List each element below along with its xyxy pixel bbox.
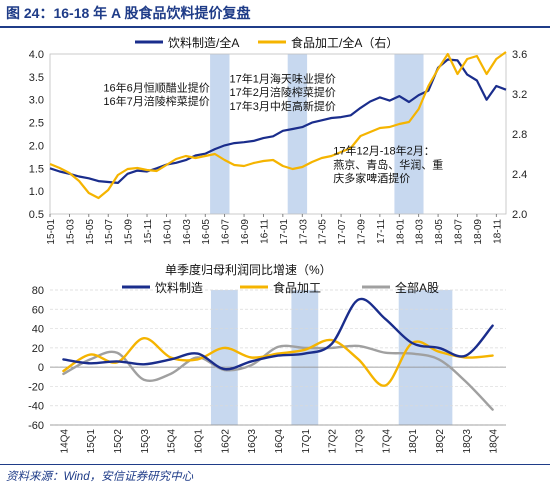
y-left-tick-label: 3.0 (29, 95, 44, 107)
price-ratio-chart: 0.5 1.0 1.5 2.0 2.5 3.0 3.5 4.0 2.0 2.4 2.8 3.2 3.6 1… (29, 35, 528, 245)
x-tick-label: 18-03 (415, 219, 426, 245)
x-tick-label: 18Q2 (435, 429, 446, 454)
y-left-tick-label: 0.5 (29, 209, 44, 221)
x-tick-label: 18Q1 (408, 429, 419, 454)
x-tick-label: 17-01 (279, 219, 290, 245)
y-tick-label: 0 (38, 362, 44, 374)
y-right-tick-label: 2.0 (512, 209, 527, 221)
figure-title: 图 24：16-18 年 A 股食品饮料提价复盘 (6, 5, 251, 21)
x-tick-label: 16Q1 (194, 429, 205, 454)
annotation-text: 庆多家啤酒提价 (333, 171, 410, 185)
x-tick-label: 16-05 (201, 219, 212, 245)
x-tick-label: 15Q4 (167, 429, 178, 454)
x-tick-label: 17-09 (356, 219, 367, 245)
x-tick-label: 15Q2 (113, 429, 124, 454)
annotation-text: 17年2月涪陵榨菜提价 (229, 85, 335, 99)
title-rule (0, 26, 550, 28)
y-tick-label: -40 (28, 401, 44, 413)
shaded-span-0 (210, 54, 230, 214)
y-tick-label: 40 (32, 324, 44, 336)
annotation-text: 燕京、青岛、华润、重 (333, 157, 443, 171)
x-tick-label: 17-05 (318, 219, 329, 245)
legend-label: 饮料制造 (155, 281, 203, 295)
x-tick-label: 16-11 (259, 219, 270, 244)
y-tick-label: -20 (28, 381, 44, 393)
x-tick-label: 18-05 (434, 219, 445, 245)
y-right-tick-label: 3.6 (512, 49, 527, 61)
shaded-span-1 (287, 54, 308, 214)
x-tick-label: 16-03 (182, 219, 193, 245)
x-tick-label: 16Q2 (220, 429, 231, 454)
title-bar: 图 24：16-18 年 A 股食品饮料提价复盘 (0, 0, 550, 24)
y-left-tick-label: 2.5 (29, 118, 44, 130)
y-tick-label: 60 (32, 304, 44, 316)
annotation-text: 17年3月中炬高新提价 (229, 99, 335, 113)
x-tick-label: 15-03 (65, 219, 76, 245)
x-tick-label: 15-07 (104, 219, 115, 245)
x-tick-label: 16-09 (240, 219, 251, 245)
y-right-tick-label: 3.2 (512, 89, 527, 101)
series-line-0 (49, 58, 507, 184)
x-tick-label: 15-11 (143, 219, 154, 244)
x-tick-label: 17Q3 (354, 429, 365, 454)
x-tick-label: 15Q3 (140, 429, 151, 454)
x-tick-label: 14Q4 (59, 429, 70, 454)
annotation-text: 17年1月海天味业提价 (229, 71, 335, 85)
series-line-0 (62, 297, 494, 371)
y-tick-label: -60 (28, 420, 44, 432)
y-tick-label: 20 (32, 343, 44, 355)
x-tick-label: 17Q1 (301, 429, 312, 454)
legend-label: 饮料制造/全A (168, 35, 239, 50)
x-tick-label: 17-07 (337, 219, 348, 245)
x-tick-label: 18Q4 (489, 429, 500, 454)
legend-label: 食品加工/全A（右） (291, 35, 398, 50)
y-right-tick-label: 2.8 (512, 129, 527, 141)
annotation-text: 17年12月-18年2月： (333, 144, 435, 158)
profit-growth-chart: -60 -40 -20 0 20 40 60 80 14Q4 15Q1 15Q2 15Q3 15Q4 16… (28, 262, 506, 454)
x-tick-label: 17Q4 (381, 429, 392, 454)
series-line-1 (62, 337, 494, 387)
annotation-text: 16年7月涪陵榨菜提价 (103, 94, 209, 108)
y-left-tick-label: 3.5 (29, 72, 44, 84)
legend-label: 食品加工 (273, 280, 321, 295)
shaded-span-2 (394, 54, 424, 214)
x-tick-label: 15-05 (85, 219, 96, 245)
y-left-tick-label: 1.0 (29, 186, 44, 198)
y-left-tick-label: 2.0 (29, 140, 44, 152)
shaded-span-1 (291, 290, 319, 425)
x-tick-label: 16Q4 (274, 429, 285, 454)
shaded-span-0 (210, 290, 238, 425)
x-tick-label: 18-07 (453, 219, 464, 245)
x-tick-label: 15Q1 (86, 429, 97, 454)
shaded-span-2 (398, 290, 453, 425)
chart-title: 单季度归母利润同比增速（%） (165, 262, 332, 277)
plot-frame (49, 53, 507, 215)
x-tick-label: 17Q2 (328, 429, 339, 454)
source-rule (0, 464, 550, 465)
y-left-tick-label: 1.5 (29, 163, 44, 175)
x-tick-label: 16Q3 (247, 429, 258, 454)
annotation-text: 16年6月恒顺醋业提价 (103, 80, 209, 94)
series-line-1 (49, 51, 507, 200)
y-tick-label: 80 (32, 285, 44, 297)
x-tick-label: 15-01 (46, 219, 57, 245)
series-line-2 (62, 344, 494, 411)
x-tick-label: 18-01 (395, 219, 406, 245)
y-right-tick-label: 2.4 (512, 169, 527, 181)
x-tick-label: 15-09 (124, 219, 135, 245)
x-tick-label: 17-03 (298, 219, 309, 245)
legend-label: 全部A股 (395, 280, 439, 295)
source-note: 资料来源：Wind，安信证券研究中心 (6, 471, 194, 483)
x-tick-label: 17-11 (376, 219, 387, 244)
y-left-tick-label: 4.0 (29, 49, 44, 61)
x-tick-label: 16-07 (221, 219, 232, 245)
x-tick-label: 16-01 (162, 219, 173, 245)
x-tick-label: 18-11 (492, 219, 503, 244)
x-tick-label: 18Q3 (462, 429, 473, 454)
x-tick-label: 18-09 (473, 219, 484, 245)
